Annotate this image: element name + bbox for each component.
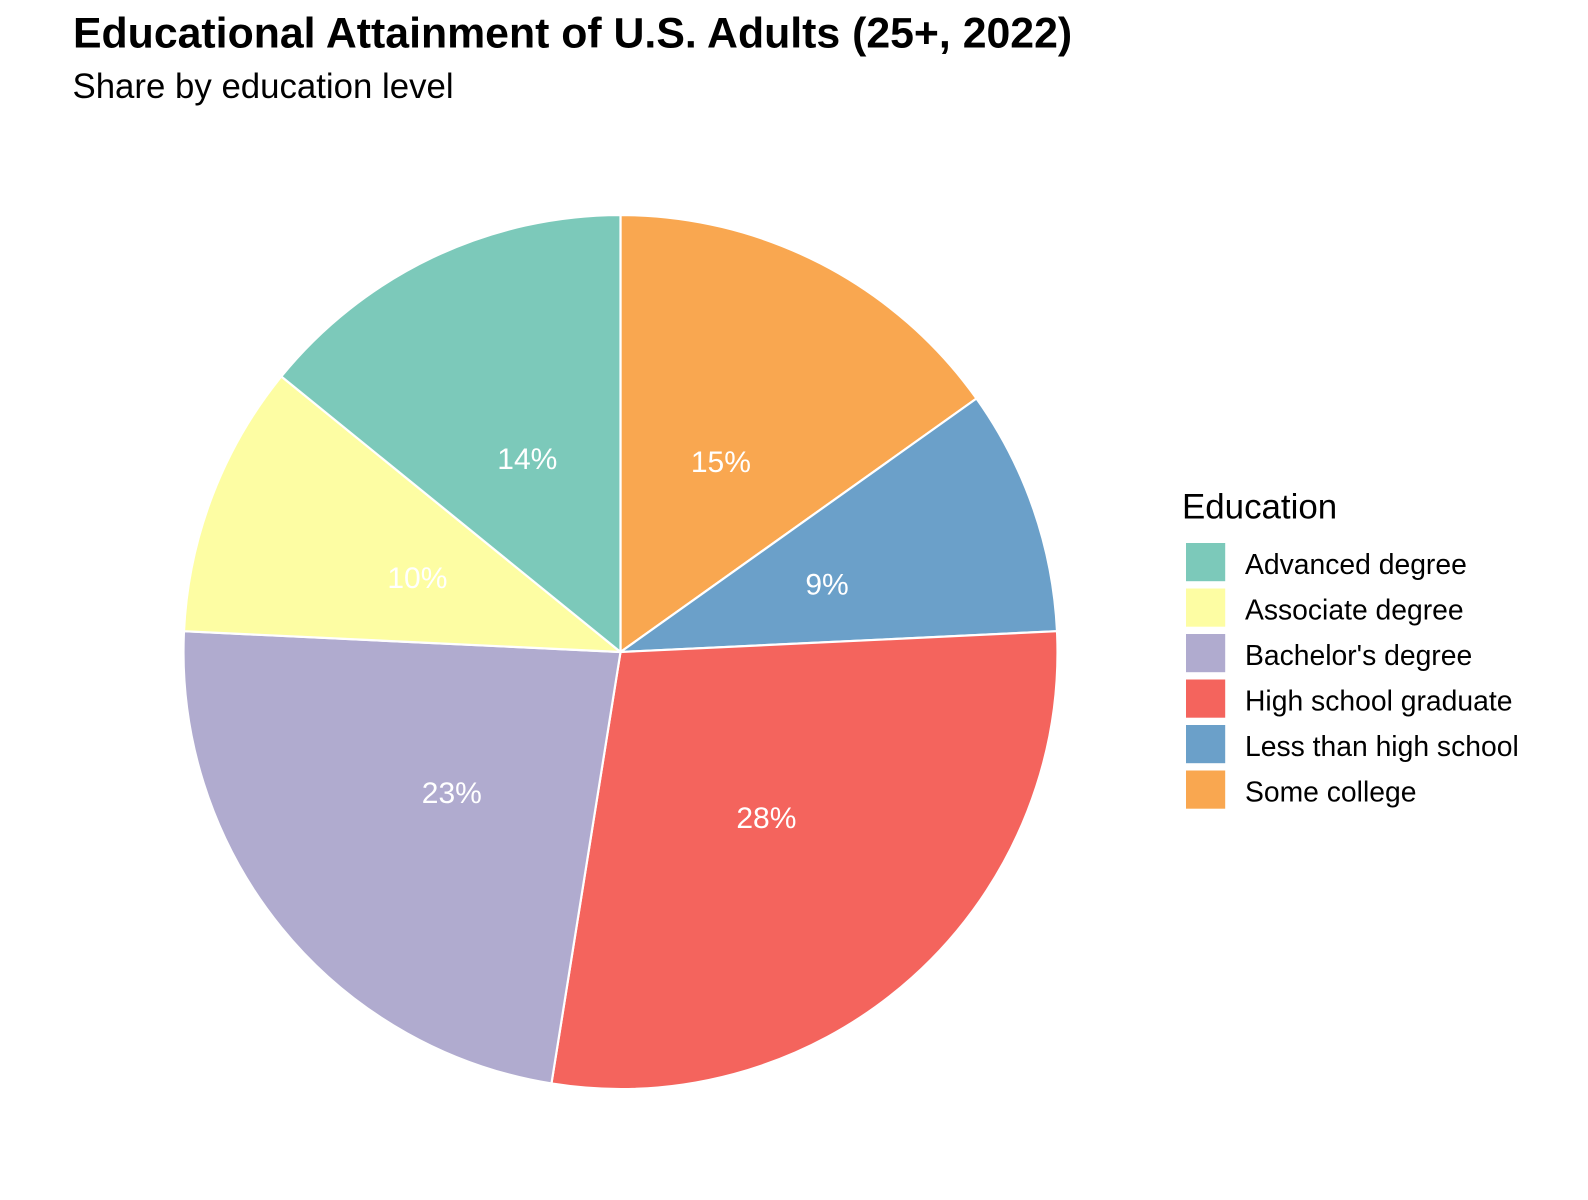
svg-text:Less than high school: Less than high school <box>1245 730 1519 762</box>
svg-text:Education: Education <box>1182 488 1337 527</box>
svg-text:Some college: Some college <box>1245 776 1416 808</box>
svg-text:14%: 14% <box>497 443 557 476</box>
svg-text:Bachelor's degree: Bachelor's degree <box>1245 639 1472 671</box>
svg-text:Advanced degree: Advanced degree <box>1245 548 1467 580</box>
svg-text:28%: 28% <box>736 802 796 835</box>
svg-text:9%: 9% <box>805 568 848 601</box>
svg-text:23%: 23% <box>422 777 482 810</box>
svg-text:10%: 10% <box>387 562 447 595</box>
svg-text:Share by education level: Share by education level <box>73 67 454 106</box>
svg-text:Associate degree: Associate degree <box>1245 594 1464 626</box>
svg-text:High school graduate: High school graduate <box>1245 685 1512 717</box>
svg-text:Educational Attainment of U.S.: Educational Attainment of U.S. Adults (2… <box>73 10 1072 58</box>
svg-text:15%: 15% <box>691 446 751 479</box>
